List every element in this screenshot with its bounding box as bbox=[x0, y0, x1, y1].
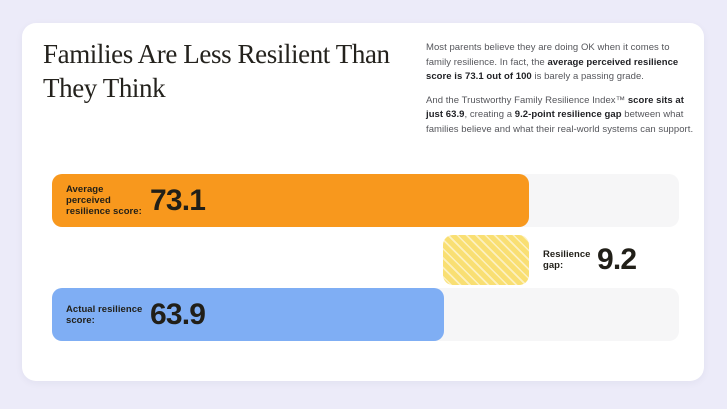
bar-row-actual-score: Actual resilience score: 63.9 bbox=[52, 288, 679, 341]
bar-perceived-score: Average perceived resilience score: 73.1 bbox=[52, 174, 529, 227]
bar-label-gap: Resilience gap: bbox=[543, 249, 591, 271]
bar-label-perceived: Average perceived resilience score: bbox=[66, 184, 142, 217]
bar-resilience-gap bbox=[443, 235, 529, 285]
bar-value-actual: 63.9 bbox=[150, 297, 206, 331]
bar-value-gap: 9.2 bbox=[597, 243, 637, 276]
bar-row-perceived-score: Average perceived resilience score: 73.1 bbox=[52, 174, 679, 227]
bar-label-actual: Actual resilience score: bbox=[66, 303, 143, 326]
intro-paragraph-2: And the Trustworthy Family Resilience In… bbox=[426, 94, 694, 135]
bar-value-perceived: 73.1 bbox=[150, 183, 206, 217]
bar-row-resilience-gap: Resilience gap: 9.2 bbox=[52, 235, 679, 285]
bar-actual-score: Actual resilience score: 63.9 bbox=[52, 288, 444, 341]
intro-text-block: Most parents believe they are doing OK w… bbox=[426, 41, 696, 147]
intro-paragraph-1: Most parents believe they are doing OK w… bbox=[426, 42, 679, 83]
infographic-card: Families Are Less Resilient Than They Th… bbox=[22, 23, 704, 381]
gap-annotation: Resilience gap: 9.2 bbox=[543, 235, 637, 285]
page-title: Families Are Less Resilient Than They Th… bbox=[43, 39, 390, 103]
